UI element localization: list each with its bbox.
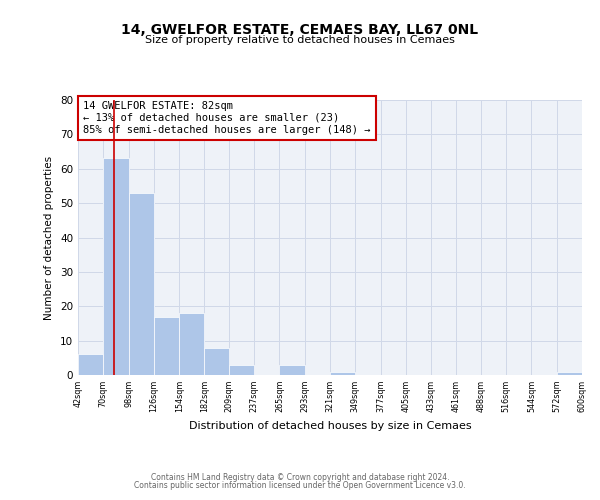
Y-axis label: Number of detached properties: Number of detached properties <box>44 156 55 320</box>
Text: Contains HM Land Registry data © Crown copyright and database right 2024.: Contains HM Land Registry data © Crown c… <box>151 472 449 482</box>
Bar <box>330 372 355 375</box>
Bar <box>103 158 128 375</box>
Bar <box>78 354 103 375</box>
Text: Size of property relative to detached houses in Cemaes: Size of property relative to detached ho… <box>145 35 455 45</box>
Bar <box>205 348 229 375</box>
Bar <box>280 364 305 375</box>
Bar <box>179 313 205 375</box>
Bar <box>229 364 254 375</box>
Bar <box>154 316 179 375</box>
Text: 14, GWELFOR ESTATE, CEMAES BAY, LL67 0NL: 14, GWELFOR ESTATE, CEMAES BAY, LL67 0NL <box>121 22 479 36</box>
Bar <box>128 193 154 375</box>
X-axis label: Distribution of detached houses by size in Cemaes: Distribution of detached houses by size … <box>188 421 472 431</box>
Bar <box>557 372 582 375</box>
Text: Contains public sector information licensed under the Open Government Licence v3: Contains public sector information licen… <box>134 481 466 490</box>
Text: 14 GWELFOR ESTATE: 82sqm
← 13% of detached houses are smaller (23)
85% of semi-d: 14 GWELFOR ESTATE: 82sqm ← 13% of detach… <box>83 102 371 134</box>
